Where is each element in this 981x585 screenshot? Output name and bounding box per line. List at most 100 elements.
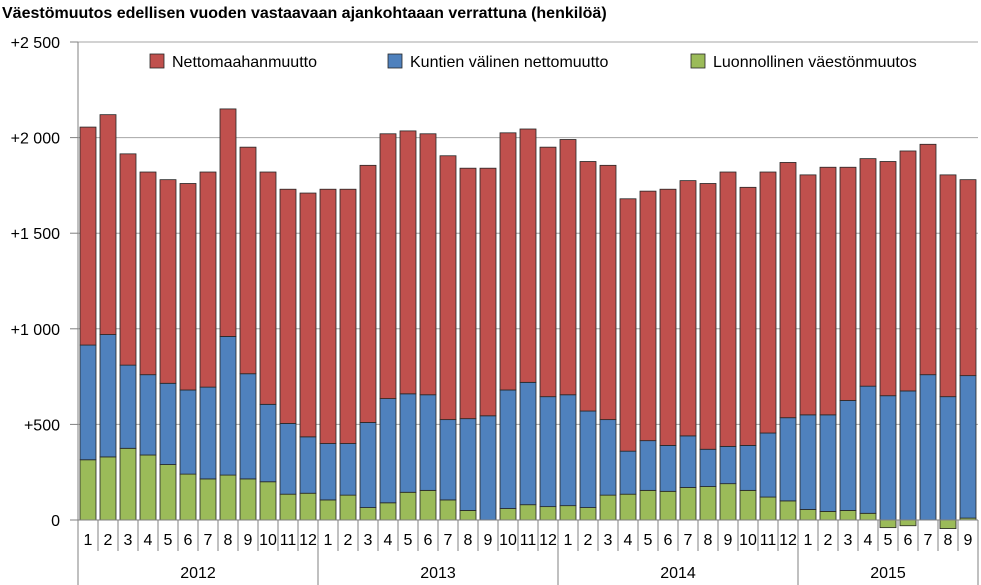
bar-segment (539, 146, 557, 398)
bar-segment (399, 130, 417, 395)
bar-segment (139, 374, 157, 456)
x-tick-label: 6 (424, 532, 433, 549)
bar-segment (779, 500, 797, 521)
bar-segment (499, 132, 517, 391)
bar-segment (219, 474, 237, 521)
bar-segment (619, 450, 637, 495)
bar-segment (219, 108, 237, 337)
x-tick-label: 11 (280, 532, 297, 549)
bar-segment (159, 464, 177, 521)
bar-segment (179, 183, 197, 391)
bar-segment (519, 504, 537, 521)
x-tick-label: 6 (664, 532, 673, 549)
bar-segment (599, 494, 617, 521)
bar-segment (179, 473, 197, 521)
bar-segment (819, 166, 837, 416)
bar-segment (559, 394, 577, 507)
bar-segment (959, 375, 977, 519)
bar-segment (319, 443, 337, 501)
bar-segment (379, 502, 397, 521)
x-tick-label: 4 (864, 532, 873, 549)
x-tick-label: 12 (539, 532, 557, 549)
bar-segment (519, 381, 537, 506)
bar-segment (739, 445, 757, 491)
bar-segment (419, 489, 437, 521)
bar-segment (899, 519, 917, 527)
bar-segment (259, 481, 277, 521)
bar-segment (299, 492, 317, 521)
x-tick-label: 9 (484, 532, 493, 549)
bar-segment (399, 393, 417, 493)
bar-segment (899, 390, 917, 521)
bar-segment (99, 456, 117, 521)
bar-segment (859, 512, 877, 521)
bar-segment (939, 174, 957, 398)
bar-segment (439, 419, 457, 501)
bar-segment (759, 496, 777, 521)
y-tick-label: +2 500 (11, 35, 60, 52)
x-tick-label: 7 (924, 532, 933, 549)
legend-label: Nettomaahanmuutto (172, 54, 317, 71)
bar-segment (239, 478, 257, 521)
x-tick-label: 12 (299, 532, 317, 549)
bar-segment (159, 179, 177, 384)
bar-segment (639, 190, 657, 442)
bar-segment (859, 158, 877, 387)
bar-segment (359, 507, 377, 521)
bar-segment (679, 180, 697, 437)
x-tick-label: 7 (684, 532, 693, 549)
bar-segment (239, 373, 257, 480)
bar-segment (599, 419, 617, 496)
bar-segment (119, 447, 137, 521)
bar-segment (939, 396, 957, 521)
bar-segment (879, 519, 897, 529)
bar-segment (419, 133, 437, 396)
bar-segment (839, 510, 857, 521)
year-group-label: 2014 (660, 565, 696, 582)
bar-segment (219, 336, 237, 476)
x-tick-label: 9 (244, 532, 253, 549)
bar-segment (899, 150, 917, 392)
bar-segment (739, 489, 757, 521)
bar-segment (799, 174, 817, 416)
x-tick-label: 4 (384, 532, 393, 549)
legend-swatch (387, 53, 403, 69)
bar-segment (719, 445, 737, 485)
x-tick-label: 3 (844, 532, 853, 549)
x-tick-label: 12 (779, 532, 797, 549)
x-tick-label: 8 (464, 532, 473, 549)
bar-segment (339, 494, 357, 521)
y-tick-labels: 0 +500 +1 000 +1 500 +2 000 +2 500 (11, 35, 60, 530)
bar-segment (459, 510, 477, 521)
bar-segment (699, 448, 717, 487)
bar-segment (759, 432, 777, 498)
bar-segment (119, 364, 137, 449)
bar-segment (139, 454, 157, 521)
year-group-label: 2012 (180, 565, 216, 582)
bar-segment (359, 164, 377, 423)
bar-segment (839, 166, 857, 401)
bar-segment (699, 486, 717, 521)
x-tick-label: 4 (624, 532, 633, 549)
bar-segment (299, 192, 317, 438)
x-tick-label: 10 (499, 532, 517, 549)
bar-segment (659, 188, 677, 446)
year-group-label: 2015 (870, 565, 906, 582)
bars (79, 108, 977, 530)
bar-segment (739, 186, 757, 446)
bar-segment (199, 386, 217, 480)
bar-segment (679, 487, 697, 521)
x-tick-label: 6 (184, 532, 193, 549)
bar-segment (859, 385, 877, 514)
bar-segment (799, 509, 817, 521)
x-tick-label: 5 (884, 532, 893, 549)
bar-segment (519, 128, 537, 383)
x-tick-label: 2 (584, 532, 593, 549)
year-group-labels: 2012 2013 2014 2015 (180, 565, 906, 582)
legend-label: Luonnollinen väestönmuutos (713, 54, 917, 71)
x-tick-label: 3 (124, 532, 133, 549)
bar-segment (879, 395, 897, 521)
x-tick-label: 10 (739, 532, 757, 549)
x-tick-label: 3 (364, 532, 373, 549)
bar-segment (399, 491, 417, 521)
